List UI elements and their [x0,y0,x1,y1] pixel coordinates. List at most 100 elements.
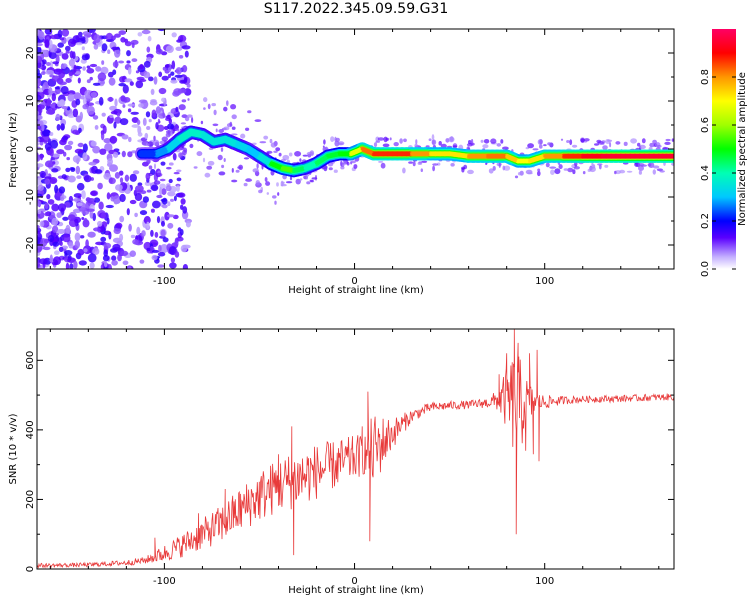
noise-blob [68,71,74,76]
noise-blob [110,110,118,115]
noise-blob [146,46,151,53]
noise-blob [299,158,302,162]
noise-blob [604,164,609,168]
noise-blob [182,264,188,269]
noise-blob [49,132,54,136]
noise-blob [638,170,643,175]
noise-blob [78,260,87,266]
noise-blob [93,197,101,203]
noise-blob [79,36,86,41]
noise-blob [46,97,51,107]
noise-blob [100,212,106,219]
noise-blob [139,63,144,70]
noise-blob [77,77,81,84]
noise-blob [161,136,168,142]
noise-blob [58,81,67,86]
noise-blob [75,165,81,175]
noise-blob [177,192,186,198]
noise-blob [200,120,204,125]
noise-blob [170,79,178,84]
noise-blob [223,106,228,112]
noise-blob [92,145,101,154]
snr-x-ticks: -100 0 100 [49,329,660,587]
noise-blob [167,114,171,117]
noise-blob [83,217,88,225]
noise-blob [94,125,99,130]
noise-blob [173,195,177,202]
noise-blob [54,250,60,255]
noise-blob [37,78,42,87]
noise-blob [81,190,86,200]
noise-blob [46,109,55,115]
noise-blob [215,128,218,133]
noise-blob [56,212,62,219]
noise-blob [415,139,418,145]
noise-blob [161,188,167,196]
noise-blob [167,214,175,218]
noise-blob [103,138,112,144]
noise-blob [550,169,555,175]
noise-blob [452,145,458,148]
noise-blob [173,171,180,175]
noise-blob [539,144,543,149]
noise-blob [37,261,41,268]
noise-blob [106,217,110,225]
noise-blob [196,151,203,157]
noise-blob [82,152,88,161]
noise-blob [175,106,179,113]
noise-blob [322,145,325,148]
noise-blob [273,150,278,153]
noise-blob [115,184,123,191]
noise-blob [277,192,280,196]
noise-blob [37,225,40,229]
noise-blob [207,160,215,166]
noise-blob [179,79,188,84]
noise-blob [218,171,226,176]
noise-blob [46,62,51,66]
noise-blob [202,157,206,163]
noise-blob [492,166,496,171]
noise-blob [543,144,547,147]
noise-blob [230,104,237,110]
noise-blob [77,142,84,148]
noise-blob [630,138,637,144]
noise-blob [114,172,120,179]
noise-blob [177,88,187,94]
noise-blob [417,162,423,165]
noise-blob [139,259,145,264]
noise-blob [57,29,63,38]
noise-blob [154,163,156,170]
noise-blob [61,174,67,180]
noise-blob [48,39,53,49]
noise-blob [82,66,86,71]
noise-blob [217,154,223,161]
noise-blob [589,166,596,173]
noise-blob [75,98,81,106]
noise-blob [95,66,102,72]
noise-blob [100,66,109,75]
noise-blob [306,175,308,180]
noise-blob [127,67,132,75]
noise-blob [375,136,380,142]
noise-blob [47,234,55,243]
noise-blob [156,216,161,224]
noise-blob [39,258,48,265]
y-tick-label: 0 [25,566,36,572]
colorbar-tick-label: 0.8 [700,69,711,85]
noise-blob [245,127,250,131]
noise-blob [114,33,121,38]
noise-blob [340,166,345,170]
spectrogram-x-ticks: -100 0 100 [49,29,660,287]
noise-blob [461,166,466,170]
noise-blob [146,159,151,165]
noise-blob [490,138,497,144]
noise-blob [41,129,51,137]
noise-blob [563,168,569,171]
noise-blob [147,35,152,42]
noise-blob [86,68,95,74]
noise-blob [337,141,345,145]
noise-blob [107,49,111,54]
noise-blob [137,32,143,37]
noise-blob [641,138,646,144]
noise-blob [121,134,129,140]
